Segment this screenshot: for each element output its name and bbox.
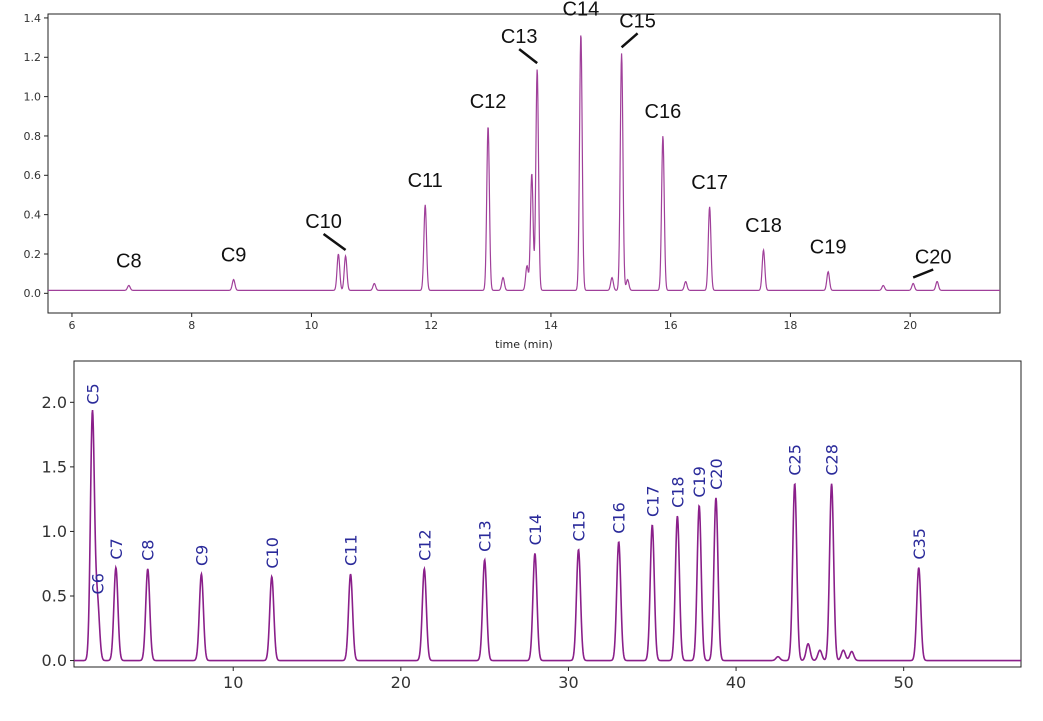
peak-label-c15: C15 — [570, 510, 589, 542]
y-tick-label: 1.5 — [42, 457, 67, 476]
peak-label-c20: C20 — [915, 246, 952, 268]
bottom-x-axis: 10 20 30 40 50 — [223, 667, 914, 692]
leader-line-c20 — [912, 268, 934, 279]
y-tick-label: 1.4 — [24, 12, 42, 25]
peak-label-c16: C16 — [645, 101, 682, 123]
top-x-axis-label: time (min) — [495, 338, 553, 351]
leader-line-c13 — [518, 48, 538, 65]
peak-label-c13: C13 — [476, 520, 495, 552]
y-tick-label: 0.6 — [24, 169, 42, 182]
bottom-y-axis: 0.0 0.5 1.0 1.5 2.0 — [42, 393, 74, 670]
peak-label-c19: C19 — [690, 466, 709, 498]
x-tick-label: 12 — [424, 319, 438, 332]
peak-label-c5: C5 — [83, 383, 102, 404]
x-tick-label: 50 — [893, 673, 913, 692]
x-tick-label: 40 — [726, 673, 746, 692]
peak-label-c20: C20 — [707, 458, 726, 490]
x-tick-label: 8 — [188, 319, 195, 332]
y-tick-label: 1.0 — [42, 522, 67, 541]
peak-label-c25: C25 — [786, 444, 805, 476]
peak-label-c17: C17 — [691, 172, 728, 194]
x-tick-label: 30 — [558, 673, 578, 692]
bottom-plot-frame — [73, 360, 1022, 668]
y-tick-label: 0.8 — [24, 130, 42, 143]
x-tick-label: 20 — [391, 673, 411, 692]
y-tick-label: 2.0 — [42, 393, 67, 412]
peak-label-c18: C18 — [745, 215, 782, 237]
y-tick-label: 0.2 — [24, 248, 42, 261]
top-chromatogram: 0.00.20.40.60.81.01.21.4 6 8 10 12 14 16 18 20 … — [24, 0, 1001, 351]
peak-label-c8: C8 — [139, 540, 158, 561]
top-x-axis: 6 8 10 12 14 16 18 20 — [68, 313, 917, 332]
peak-label-c18: C18 — [668, 476, 687, 508]
peak-label-c28: C28 — [823, 444, 842, 476]
y-tick-label: 1.0 — [24, 90, 42, 103]
x-tick-label: 10 — [304, 319, 318, 332]
x-tick-label: 18 — [783, 319, 797, 332]
peak-label-c10: C10 — [263, 537, 282, 569]
x-tick-label: 20 — [903, 319, 917, 332]
peak-label-c10: C10 — [305, 211, 342, 233]
peak-label-c14: C14 — [526, 514, 545, 546]
y-tick-label: 1.2 — [24, 51, 42, 64]
x-tick-label: 14 — [544, 319, 558, 332]
top-peak-labels: C8 C9 C10 C11 C12 C13 C14 C15 C16 C17 C18 C19 C20 — [116, 0, 952, 279]
top-y-axis: 0.0 0.2 0.4 0.6 0.8 1.0 1.2 1.4 — [24, 12, 48, 300]
peak-label-c16: C16 — [610, 502, 629, 534]
peak-label-c13: C13 — [501, 26, 538, 48]
peak-label-c11: C11 — [342, 535, 361, 567]
peak-label-c9: C9 — [192, 545, 211, 566]
y-tick-label: 0.5 — [42, 587, 67, 606]
peak-label-c35: C35 — [910, 528, 929, 560]
peak-label-c11: C11 — [408, 170, 443, 192]
x-tick-label: 6 — [68, 319, 75, 332]
y-tick-label: 0.0 — [24, 287, 42, 300]
x-tick-label: 16 — [664, 319, 678, 332]
peak-label-c7: C7 — [107, 538, 126, 559]
peak-label-c15: C15 — [619, 10, 656, 32]
peak-label-c6: C6 — [88, 573, 107, 594]
peak-label-c19: C19 — [810, 237, 847, 259]
y-tick-label: 0.0 — [42, 651, 67, 670]
peak-label-c14: C14 — [563, 0, 600, 21]
peak-label-c9: C9 — [221, 245, 247, 267]
leader-line-c10 — [322, 232, 347, 251]
top-chromatogram-trace — [48, 35, 1000, 291]
top-plot-frame — [47, 13, 1001, 314]
x-tick-label: 10 — [223, 673, 243, 692]
peak-label-c17: C17 — [643, 485, 662, 517]
bottom-chromatogram-trace — [74, 409, 1021, 662]
peak-label-c12: C12 — [415, 529, 434, 561]
y-tick-label: 0.4 — [24, 208, 42, 221]
leader-line-c15 — [620, 32, 639, 49]
peak-label-c8: C8 — [116, 250, 142, 272]
peak-label-c12: C12 — [470, 91, 507, 113]
